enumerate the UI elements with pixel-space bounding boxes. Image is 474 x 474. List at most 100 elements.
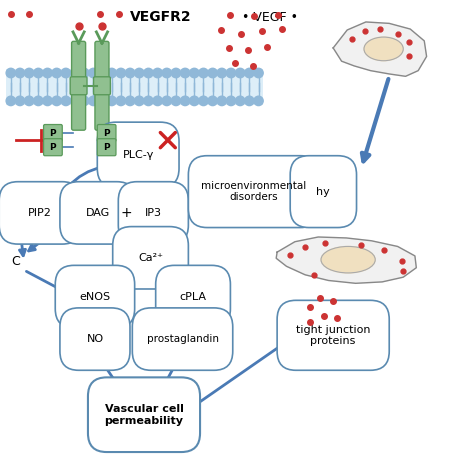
Circle shape: [190, 68, 199, 78]
Circle shape: [25, 96, 34, 106]
FancyArrowPatch shape: [170, 261, 176, 291]
Text: P: P: [50, 128, 56, 137]
Text: P: P: [103, 128, 110, 137]
Circle shape: [98, 96, 107, 106]
FancyBboxPatch shape: [113, 227, 188, 289]
FancyArrowPatch shape: [97, 354, 122, 392]
FancyBboxPatch shape: [72, 41, 86, 130]
Circle shape: [190, 96, 199, 106]
Circle shape: [217, 96, 227, 106]
Circle shape: [217, 68, 227, 78]
Text: PIP2: PIP2: [28, 208, 52, 218]
Circle shape: [254, 68, 263, 78]
Circle shape: [153, 96, 162, 106]
Circle shape: [171, 68, 181, 78]
FancyArrowPatch shape: [118, 260, 130, 291]
Circle shape: [107, 68, 117, 78]
Circle shape: [107, 96, 117, 106]
Text: cPLA: cPLA: [180, 292, 207, 301]
Circle shape: [43, 68, 52, 78]
Text: NO: NO: [86, 334, 103, 344]
FancyBboxPatch shape: [93, 77, 110, 95]
Circle shape: [34, 68, 43, 78]
FancyBboxPatch shape: [277, 301, 389, 370]
Circle shape: [208, 68, 217, 78]
Text: PLC-γ: PLC-γ: [122, 150, 154, 160]
Circle shape: [245, 68, 254, 78]
Circle shape: [181, 68, 190, 78]
FancyBboxPatch shape: [155, 265, 230, 328]
Circle shape: [162, 68, 172, 78]
Circle shape: [236, 96, 245, 106]
Circle shape: [126, 68, 135, 78]
Text: hy: hy: [317, 187, 330, 197]
FancyArrowPatch shape: [18, 216, 26, 256]
FancyBboxPatch shape: [97, 139, 116, 156]
Polygon shape: [333, 22, 427, 76]
Circle shape: [15, 96, 25, 106]
Circle shape: [254, 96, 263, 106]
Circle shape: [80, 68, 89, 78]
Text: eNOS: eNOS: [79, 292, 110, 301]
Text: P: P: [103, 143, 110, 152]
Ellipse shape: [364, 37, 403, 61]
Circle shape: [34, 96, 43, 106]
FancyBboxPatch shape: [88, 377, 200, 452]
FancyBboxPatch shape: [95, 41, 109, 130]
Circle shape: [199, 68, 208, 78]
Circle shape: [52, 96, 61, 106]
Circle shape: [25, 68, 34, 78]
Text: • VEGF •: • VEGF •: [242, 11, 298, 24]
Text: +: +: [121, 206, 133, 220]
FancyBboxPatch shape: [290, 156, 356, 228]
FancyArrowPatch shape: [148, 143, 154, 150]
FancyBboxPatch shape: [44, 139, 62, 156]
FancyBboxPatch shape: [188, 156, 319, 228]
FancyArrowPatch shape: [161, 354, 181, 391]
Circle shape: [126, 96, 135, 106]
Circle shape: [144, 68, 153, 78]
Circle shape: [80, 96, 89, 106]
FancyBboxPatch shape: [60, 308, 130, 370]
Ellipse shape: [321, 246, 375, 273]
Circle shape: [135, 68, 144, 78]
Circle shape: [226, 68, 236, 78]
FancyBboxPatch shape: [70, 77, 87, 95]
Circle shape: [144, 96, 153, 106]
Circle shape: [181, 96, 190, 106]
Text: VEGFR2: VEGFR2: [130, 10, 191, 24]
Circle shape: [61, 68, 71, 78]
Circle shape: [162, 96, 172, 106]
Text: C: C: [11, 255, 19, 268]
FancyArrowPatch shape: [150, 228, 156, 240]
Circle shape: [116, 96, 126, 106]
FancyBboxPatch shape: [97, 122, 179, 187]
Circle shape: [226, 96, 236, 106]
Text: microenvironmental
disorders: microenvironmental disorders: [201, 181, 306, 202]
Circle shape: [15, 68, 25, 78]
FancyArrowPatch shape: [362, 79, 388, 161]
Polygon shape: [276, 237, 416, 283]
Text: IP3: IP3: [145, 208, 162, 218]
FancyArrowPatch shape: [140, 170, 156, 195]
Circle shape: [89, 68, 98, 78]
FancyBboxPatch shape: [44, 125, 62, 142]
FancyArrowPatch shape: [185, 311, 191, 322]
Circle shape: [6, 68, 16, 78]
Circle shape: [171, 96, 181, 106]
FancyArrowPatch shape: [186, 337, 293, 411]
Text: Ca²⁺: Ca²⁺: [138, 253, 163, 263]
FancyArrowPatch shape: [92, 311, 98, 321]
Circle shape: [61, 96, 71, 106]
Circle shape: [89, 96, 98, 106]
Circle shape: [70, 96, 80, 106]
FancyBboxPatch shape: [60, 182, 136, 244]
Circle shape: [135, 96, 144, 106]
FancyArrowPatch shape: [28, 215, 76, 251]
Circle shape: [70, 68, 80, 78]
Text: Vascular cell
permeability: Vascular cell permeability: [104, 404, 183, 426]
Circle shape: [236, 68, 245, 78]
Circle shape: [6, 96, 16, 106]
Text: tight junction
proteins: tight junction proteins: [296, 325, 370, 346]
FancyBboxPatch shape: [132, 308, 233, 370]
